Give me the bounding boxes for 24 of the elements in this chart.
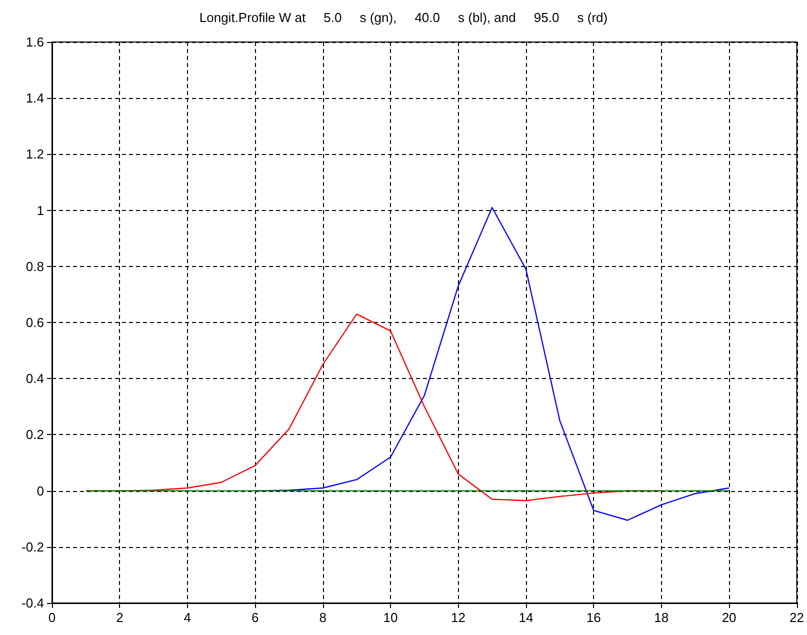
x-tick-label: 2 [116, 610, 124, 625]
x-tick-label: 16 [586, 610, 601, 625]
x-tick-label: 18 [654, 610, 669, 625]
y-tick-label: 0.6 [26, 315, 44, 330]
y-tick-label: 0.4 [26, 371, 44, 386]
y-tick-label: 0.2 [26, 427, 44, 442]
y-tick-label: -0.2 [22, 539, 44, 554]
y-tick-label: 1.2 [26, 146, 44, 162]
x-tick-label: 0 [48, 610, 56, 625]
x-tick-label: 12 [451, 610, 466, 625]
x-tick-label: 4 [184, 610, 192, 625]
y-tick-label: 1.6 [26, 34, 44, 50]
y-tick-label: 0.8 [26, 258, 44, 274]
y-tick-label: 1.4 [26, 90, 44, 106]
x-tick-label: 22 [790, 610, 804, 625]
chart-title: Longit.Profile W at 5.0 s (gn), 40.0 s (bl), and 95.0 s (rd) [199, 10, 608, 25]
x-tick-label: 6 [252, 610, 259, 625]
x-tick-label: 14 [518, 610, 534, 625]
y-tick-label: 1 [36, 202, 44, 218]
x-tick-label: 8 [319, 610, 326, 625]
y-tick-label: 0 [36, 483, 44, 498]
x-tick-label: 20 [722, 610, 736, 625]
x-tick-label: 10 [383, 610, 398, 625]
y-tick-label: -0.4 [22, 596, 44, 610]
